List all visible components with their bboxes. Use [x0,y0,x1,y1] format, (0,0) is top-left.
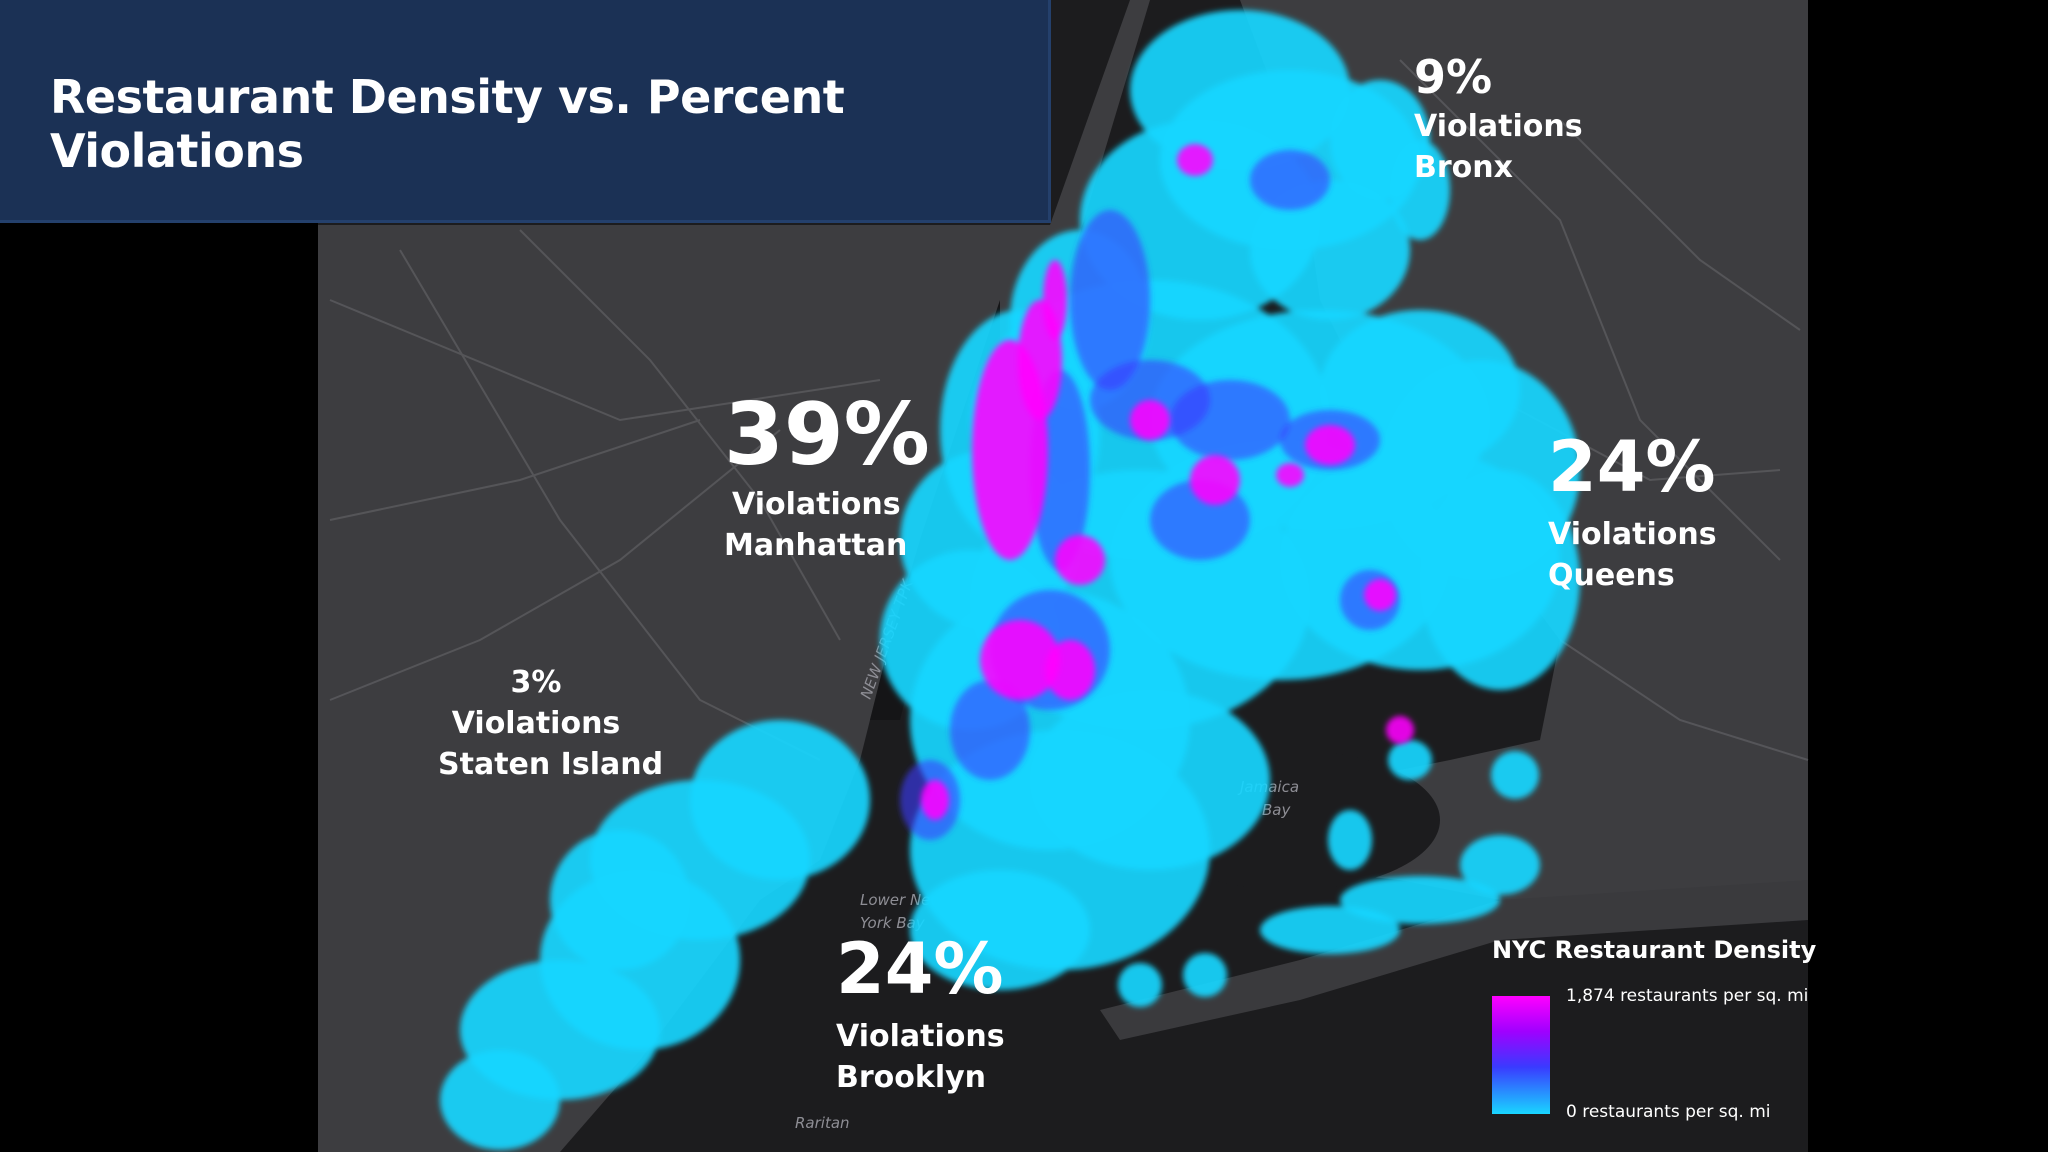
manhattan-violations-text: Violations [732,487,901,522]
heat-high-area [1055,535,1105,585]
heat-low-area [1183,953,1227,997]
queens-percent: 24% [1548,426,1716,508]
heat-low-area [1328,810,1372,870]
heat-low-area [1388,740,1432,780]
heat-low-area [910,870,1090,990]
raritan-bay-label: Raritan [795,1114,850,1132]
manhattan-name: Manhattan [724,528,908,563]
heat-low-area [440,1050,560,1150]
manhattan-percent: 39% [724,385,930,485]
heat-low-area [1390,140,1450,240]
heat-low-area [550,830,690,970]
legend-color-scale [1492,996,1550,1114]
title-bar: Restaurant Density vs. Percent Violation… [0,0,1051,223]
brooklyn-percent: 24% [836,928,1004,1010]
heat-high-area [1043,260,1067,340]
brooklyn-violations-text: Violations [836,1019,1005,1054]
staten-island-name: Staten Island [438,747,664,782]
brooklyn-label: 24% Violations Brooklyn [836,934,1005,1098]
nj-land [318,0,1150,1152]
heat-mid-area [1170,380,1290,460]
heat-mid-area [1070,210,1150,390]
page-title: Restaurant Density vs. Percent Violation… [50,70,845,178]
brooklyn-name: Brooklyn [836,1060,987,1095]
legend-min-label: 0 restaurants per sq. mi [1566,1102,1771,1122]
legend-title: NYC Restaurant Density [1492,936,1817,964]
heat-high-area [980,620,1060,700]
bronx-percent: 9% [1414,50,1493,104]
queens-name: Queens [1548,558,1675,593]
heat-low-area [1250,180,1410,320]
heat-high-area [1190,455,1240,505]
manhattan-label: 39% Violations Manhattan [724,392,930,566]
staten-island-percent: 3% [510,665,562,700]
bronx-label: 9% Violations Bronx [1414,54,1583,188]
bronx-violations-text: Violations [1414,109,1583,144]
heat-high-area [1045,640,1095,700]
rockaway-land [1100,880,1808,1040]
heat-low-area [1460,835,1540,895]
heat-mid-area [1250,150,1330,210]
heat-high-area [1177,144,1213,176]
queens-violations-text: Violations [1548,517,1717,552]
heat-high-area [1364,579,1396,611]
heat-low-area [1491,751,1539,799]
heat-high-area [1276,463,1304,487]
heat-high-area [1305,425,1355,465]
heat-high-area [921,780,949,820]
density-legend: NYC Restaurant Density 1,874 restaurants… [1480,930,1820,1130]
lower-bay-label-2: York Bay [860,914,926,932]
legend-max-label: 1,874 restaurants per sq. mi [1566,986,1809,1006]
heat-high-area [1386,716,1414,744]
heat-mid-area [950,680,1030,780]
queens-label: 24% Violations Queens [1548,432,1717,596]
heat-high-area [1130,400,1170,440]
bronx-name: Bronx [1414,150,1513,185]
heat-low-area [1118,963,1162,1007]
heat-low-area [1260,906,1400,954]
staten-island-label: 3% Violations Staten Island [438,662,664,785]
jamaica-bay-label-2: Bay [1262,801,1291,819]
staten-island-violations-text: Violations [451,706,621,741]
heat-low-area [1340,876,1500,924]
